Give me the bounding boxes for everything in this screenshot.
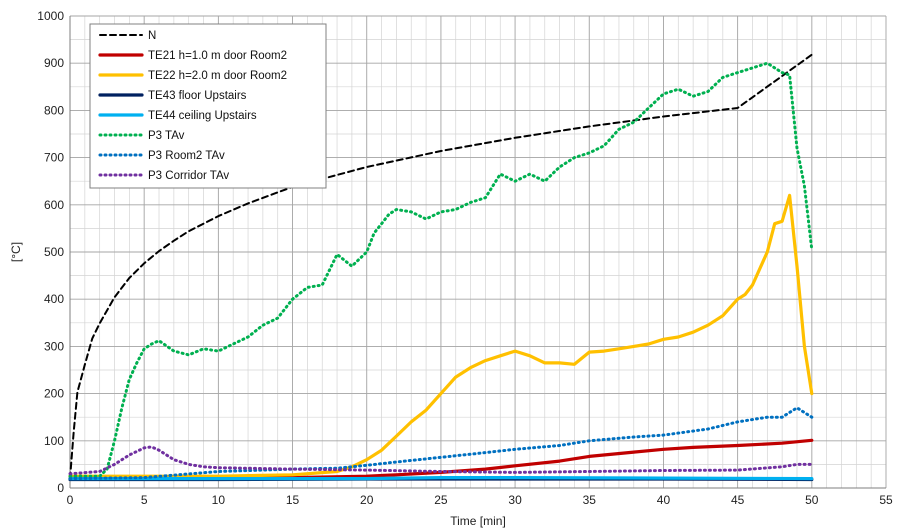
legend-label: P3 Corridor TAv	[148, 170, 229, 182]
y-tick-labels: 0 100 200 300 400 500 600 700 800 900 1000	[37, 9, 64, 495]
x-tick-label: 40	[657, 493, 671, 507]
x-tick-label: 15	[286, 493, 300, 507]
y-tick-label: 700	[44, 151, 64, 165]
y-tick-label: 1000	[37, 9, 64, 23]
legend-label: P3 Room2 TAv	[148, 150, 225, 162]
y-tick-label: 100	[44, 434, 64, 448]
axes	[69, 16, 886, 489]
x-tick-label: 45	[731, 493, 745, 507]
y-tick-label: 600	[44, 198, 64, 212]
x-tick-label: 5	[141, 493, 148, 507]
x-tick-label: 50	[805, 493, 819, 507]
x-tick-labels: 0 5 10 15 20 25 30 35 40 45 50 55	[67, 493, 893, 507]
legend: N TE21 h=1.0 m door Room2 TE22 h=2.0 m doo…	[89, 23, 327, 189]
y-tick-label: 200	[44, 387, 64, 401]
series-line-3	[68, 193, 814, 478]
series-line-2	[68, 438, 814, 481]
legend-label: N	[148, 30, 156, 42]
legend-label: P3 TAv	[148, 130, 185, 142]
legend-label: TE44 ceiling Upstairs	[148, 110, 257, 122]
y-tick-label: 800	[44, 103, 64, 117]
y-axis-title: [°C]	[9, 242, 23, 262]
series-layer	[68, 53, 814, 482]
legend-label: TE22 h=2.0 m door Room2	[148, 70, 287, 82]
y-tick-label: 0	[57, 481, 64, 495]
series-line-1	[69, 53, 813, 480]
series-line-8	[68, 445, 814, 476]
y-tick-label: 400	[44, 292, 64, 306]
x-tick-label: 20	[360, 493, 374, 507]
legend-label: TE21 h=1.0 m door Room2	[148, 50, 287, 62]
legend-box	[89, 23, 327, 189]
series-line-7	[68, 406, 814, 481]
x-tick-label: 30	[508, 493, 522, 507]
major-gridlines	[69, 15, 887, 489]
x-tick-label: 0	[67, 493, 74, 507]
legend-label: TE43 floor Upstairs	[148, 90, 247, 102]
x-tick-label: 55	[879, 493, 893, 507]
y-tick-label: 900	[44, 56, 64, 70]
y-tick-label: 300	[44, 339, 64, 353]
series-line-5	[68, 476, 814, 481]
x-tick-label: 10	[212, 493, 226, 507]
x-axis-title: Time [min]	[450, 514, 506, 528]
x-tick-label: 25	[434, 493, 448, 507]
series-line-6	[68, 61, 814, 478]
y-tick-label: 500	[44, 245, 64, 259]
x-tick-label: 35	[583, 493, 597, 507]
